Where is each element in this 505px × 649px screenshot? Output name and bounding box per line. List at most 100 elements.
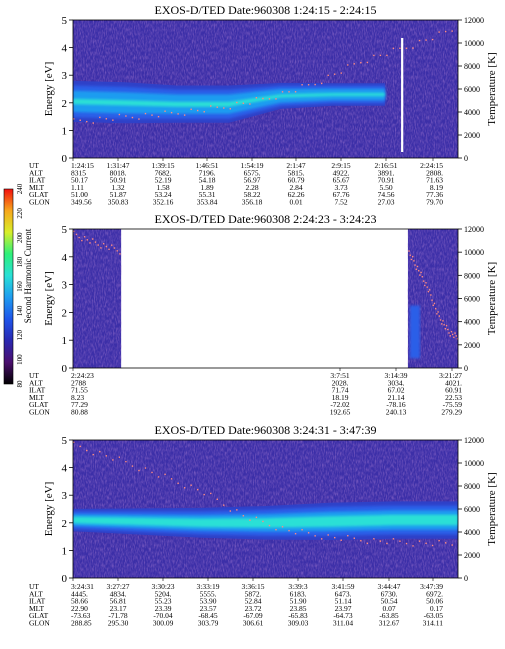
temperature-point [448,332,450,334]
temperature-point [444,542,447,544]
temperature-point [113,247,116,249]
ephemeris-value: 2:1:47 [286,161,305,170]
colorbar-label: Second Harmonic Current [23,228,33,323]
ephemeris-value: -63.85 [379,611,399,620]
ephemeris-value: 22.90 [71,604,88,613]
temperature-point [451,333,454,336]
ephemeris-value: 1:46:51 [196,161,219,170]
temperature-point [327,74,329,77]
temperature-point [275,528,277,531]
ephemeris-value: 5872. [245,589,262,598]
temperature-point [431,38,434,41]
temperature-point [255,516,258,519]
y-tick-label: 0 [62,363,68,375]
temperature-point [177,113,179,115]
y-tick-label: 5 [62,435,68,447]
temperature-point [108,248,110,251]
ephemeris-value: 23.57 [200,604,217,613]
y-tick-label: 5 [62,224,68,236]
ephemeris-value: 74.56 [378,190,395,199]
ephemeris-value: -68.45 [198,611,218,620]
temperature-point [236,101,238,104]
ephemeris-value: 3:21:27 [439,371,462,380]
temperature-point [430,294,432,296]
colorbar-tick-label: 240 [16,183,24,194]
temperature-point [138,469,140,472]
temperature-point [170,111,173,114]
temperature-point [177,482,179,484]
ephemeris-value: 295.30 [108,619,129,628]
temperature-point [425,542,427,545]
temperature-point [334,536,336,539]
y2-tick-label: 0 [464,574,468,583]
ephemeris-value: 1:54:19 [241,161,264,170]
y-tick-label: 1 [62,545,68,557]
ephemeris-value: 2808. [426,168,443,177]
ephemeris-row-label: MLT [29,393,45,402]
plot-area [73,440,458,578]
ephemeris-value: 1:24:15 [71,161,94,170]
temperature-point [100,247,102,249]
ephemeris-value: 7.52 [334,198,347,207]
colorbar-tick-label: 120 [16,330,24,341]
ephemeris-value: 67.76 [333,190,350,199]
ephemeris-value: 3:24:31 [71,582,94,591]
y2-tick-label: 0 [464,364,468,373]
temperature-point [379,540,382,542]
temperature-point [92,453,94,456]
temperature-point [456,338,458,340]
ephemeris-value: 50.06 [426,597,443,606]
temperature-point [426,286,428,288]
ephemeris-value: 8.23 [71,393,84,402]
temperature-point [111,244,113,246]
temperature-point [79,445,81,448]
temperature-point [314,83,316,86]
temperature-point [112,119,114,121]
ephemeris-value: 5.50 [379,183,392,192]
y2-tick-label: 4000 [464,318,480,327]
ephemeris-value: -71.78 [108,611,128,620]
band-patch [409,305,420,359]
ephemeris-value: 2:24:15 [420,161,443,170]
temperature-point [190,108,192,111]
ephemeris-value: 21.14 [388,393,405,402]
temperature-point [379,54,382,57]
temperature-point [418,39,421,42]
temperature-point [249,103,251,105]
y-tick-label: 3 [62,490,68,502]
ephemeris-value: 356.18 [242,198,263,207]
y-tick-label: 1 [62,335,68,347]
temperature-point [301,84,303,86]
temperature-point [102,243,105,245]
ephemeris-value: 22.53 [445,393,462,402]
temperature-point [249,519,251,521]
ephemeris-value: 3:44:47 [378,582,401,591]
temperature-point [353,63,355,65]
ephemeris-value: 3:27:27 [107,582,130,591]
y-tick-label: 3 [62,70,68,82]
ephemeris-value: -64.73 [333,611,353,620]
y2-tick-label: 6000 [464,295,480,304]
temperature-point [445,324,448,327]
temperature-point [437,311,439,313]
temperature-point [419,274,421,276]
temperature-point [301,529,303,531]
ephemeris-row-label: GLON [29,619,50,628]
ephemeris-value: 55.31 [199,190,216,199]
temperature-point [327,534,329,536]
temperature-point [436,313,438,315]
ephemeris-value: 279.29 [441,408,462,417]
temperature-point [340,539,342,541]
ephemeris-value: 352.16 [153,198,174,207]
temperature-point [294,532,297,535]
temperature-point [203,111,205,113]
ephemeris-value: 71.74 [332,386,349,395]
ephemeris-row-label: ALT [29,378,43,387]
ephemeris-row-label: UT [29,582,39,591]
ephemeris-value: 1:39:15 [152,161,175,170]
temperature-point [412,47,414,49]
temperature-point [434,307,437,310]
temperature-point [157,476,160,478]
y-axis-label: Energy [eV] [43,271,55,325]
